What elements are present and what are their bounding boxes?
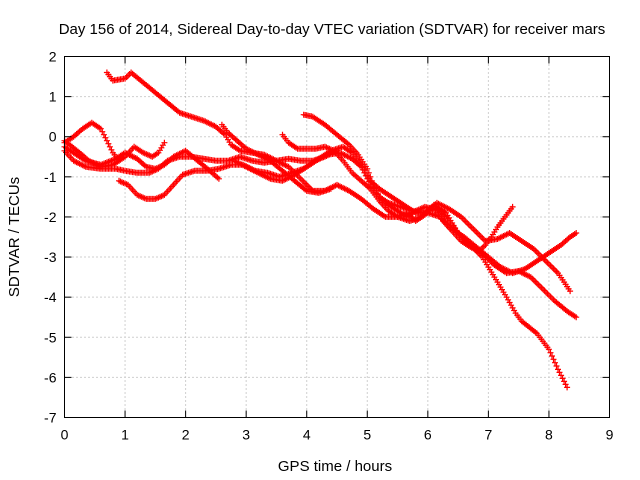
x-tick-label: 5 [363, 427, 371, 443]
plus-markers [103, 69, 571, 391]
x-tick-label: 9 [606, 427, 614, 443]
y-tick-label: -3 [44, 249, 57, 265]
plus-markers [300, 111, 516, 254]
y-tick-label: -4 [44, 289, 57, 305]
x-tick-label: 2 [182, 427, 190, 443]
x-tick-label: 8 [545, 427, 553, 443]
y-tick-label: -5 [44, 329, 57, 345]
plus-markers [218, 121, 334, 196]
chart-title: Day 156 of 2014, Sidereal Day-to-day VTE… [59, 21, 606, 38]
x-tick-label: 1 [121, 427, 129, 443]
plot-frame [64, 56, 610, 418]
series-arc-5 [103, 69, 571, 391]
grid-lines [64, 56, 610, 418]
y-tick-label: 2 [49, 49, 57, 65]
y-tick-label: -2 [44, 209, 57, 225]
plus-markers [279, 131, 580, 321]
series-arc-9 [279, 131, 580, 321]
x-tick-label: 0 [61, 427, 69, 443]
x-tick-label: 7 [484, 427, 492, 443]
y-tick-label: -1 [44, 169, 57, 185]
data-points [61, 69, 580, 391]
x-axis-label: GPS time / hours [278, 458, 392, 475]
series-arc-10 [300, 111, 516, 254]
series-arc-7 [218, 121, 334, 196]
y-tick-label: 0 [49, 129, 57, 145]
x-tick-label: 4 [303, 427, 311, 443]
y-tick-label: -7 [44, 410, 57, 426]
axis-ticks: 0 1 2 3 4 5 6 7 8 9 2 1 0 -1 -2 -3 -4 -5 -6 -7 [44, 49, 614, 443]
y-tick-label: -6 [44, 369, 57, 385]
y-axis-label: SDTVAR / TECUs [6, 177, 23, 297]
y-tick-label: 1 [49, 89, 57, 105]
x-tick-label: 3 [242, 427, 250, 443]
x-tick-label: 6 [424, 427, 432, 443]
